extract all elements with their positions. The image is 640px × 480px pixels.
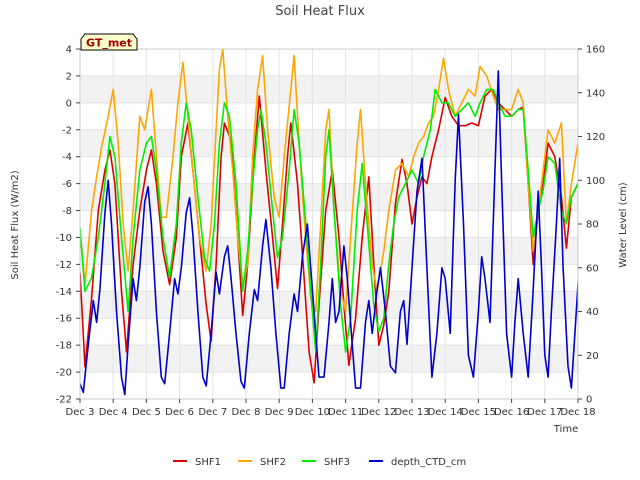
y-axis-right-label: Water Level (cm) <box>618 182 629 267</box>
series-line-depth-ctd-cm <box>80 70 578 396</box>
legend-label-shf3: SHF3 <box>324 457 350 468</box>
legend: SHF1 SHF2 SHF3 depth_CTD_cm <box>173 457 466 468</box>
y-right-tick-label: 160 <box>586 45 605 56</box>
x-tick-label: Dec 8 <box>232 407 261 418</box>
background-band <box>80 345 578 373</box>
x-tick-label: Dec 5 <box>132 407 161 418</box>
background-band <box>80 75 578 103</box>
x-tick-label: Dec 12 <box>361 407 396 418</box>
left-axis: 4 2 0 -2 -4 -6 -8 -10 -12 -14 -16 -18 -20 -22 <box>56 45 80 406</box>
x-tick-label: Dec 16 <box>494 407 529 418</box>
y-right-tick-label: 0 <box>586 395 592 406</box>
y-axis-left-label: Soil Heat Flux (W/m2) <box>10 170 21 279</box>
x-tick-label: Dec 13 <box>394 407 429 418</box>
x-tick-label: Dec 15 <box>461 407 496 418</box>
right-axis: 160 140 120 100 80 60 40 20 0 <box>578 45 605 406</box>
x-tick-label: Dec 10 <box>295 407 330 418</box>
y-right-tick-label: 20 <box>586 351 599 362</box>
y-left-tick-label: -16 <box>56 314 72 325</box>
x-tick-label: Dec 11 <box>328 407 363 418</box>
y-left-tick-label: -12 <box>56 260 72 271</box>
legend-label-shf2: SHF2 <box>260 457 286 468</box>
x-tick-label: Dec 6 <box>165 407 194 418</box>
y-left-tick-label: -4 <box>62 152 72 163</box>
legend-label-shf1: SHF1 <box>195 457 221 468</box>
series-line-shf3 <box>80 88 578 353</box>
y-left-tick-label: 4 <box>66 45 72 56</box>
x-tick-label: Dec 17 <box>527 407 562 418</box>
x-tick-label: Dec 14 <box>428 407 463 418</box>
y-right-tick-label: 140 <box>586 88 605 99</box>
y-left-tick-label: -6 <box>62 179 72 190</box>
y-right-tick-label: 40 <box>586 307 599 318</box>
x-tick-label: Dec 7 <box>198 407 227 418</box>
station-label-box: GT_met <box>80 33 138 51</box>
y-right-tick-label: 80 <box>586 220 599 231</box>
y-left-tick-label: -2 <box>62 125 72 136</box>
chart-title: Soil Heat Flux <box>275 4 365 19</box>
y-left-tick-label: 2 <box>66 71 72 82</box>
y-left-tick-label: -20 <box>56 368 72 379</box>
station-label: GT_met <box>86 37 132 50</box>
x-tick-label: Dec 4 <box>99 407 128 418</box>
x-axis-label: Time <box>553 424 578 435</box>
legend-label-depth-ctd-cm: depth_CTD_cm <box>391 457 466 468</box>
x-axis: Dec 3 Dec 4 Dec 5 Dec 6 Dec 7 Dec 8 Dec 9 Dec 1… <box>66 399 596 418</box>
series-layer <box>80 49 578 396</box>
y-left-tick-label: 0 <box>66 98 72 109</box>
y-left-tick-label: -14 <box>56 287 72 298</box>
y-right-tick-label: 60 <box>586 263 599 274</box>
y-right-tick-label: 120 <box>586 132 605 143</box>
y-left-tick-label: -18 <box>56 341 72 352</box>
x-tick-label: Dec 18 <box>560 407 595 418</box>
y-right-tick-label: 100 <box>586 176 605 187</box>
y-left-tick-label: -22 <box>56 395 72 406</box>
y-left-tick-label: -10 <box>56 233 72 244</box>
y-left-tick-label: -8 <box>62 206 72 217</box>
series-line-shf2 <box>80 49 578 313</box>
x-tick-label: Dec 9 <box>265 407 294 418</box>
x-tick-label: Dec 3 <box>66 407 95 418</box>
